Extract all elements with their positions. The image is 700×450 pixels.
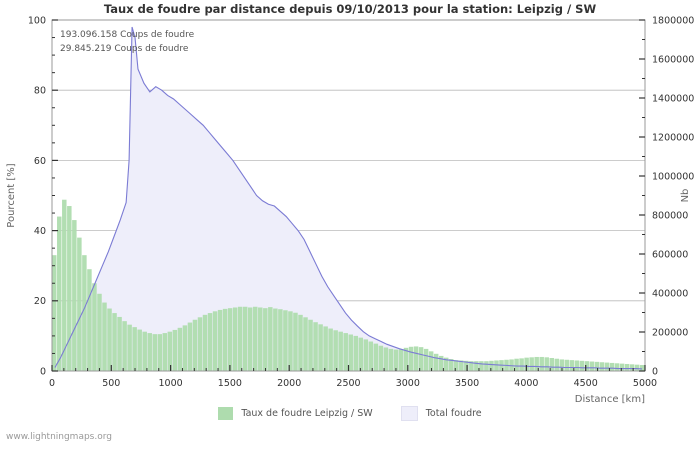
total-foudre-line: [54, 26, 643, 370]
x-tick-label: 4000: [514, 378, 538, 389]
chart-annotation: 29.845.219 Coups de foudre: [60, 44, 189, 54]
footer-url: www.lightningmaps.org: [6, 432, 112, 442]
y-axis-label: Pourcent [%]: [6, 163, 17, 228]
total-foudre-area: [52, 27, 645, 372]
y2-tick-label: 1400000: [652, 93, 694, 104]
y-tick-label: 20: [34, 296, 46, 307]
legend-item-total[interactable]: Total foudre: [400, 406, 482, 421]
x-axis-label: Distance [km]: [575, 394, 645, 405]
chart-title: Taux de foudre par distance depuis 09/10…: [103, 2, 597, 16]
legend-item-taux[interactable]: Taux de foudre Leipzig / SW: [218, 407, 373, 420]
x-tick-label: 5000: [633, 378, 657, 389]
x-tick-label: 1000: [159, 378, 183, 389]
legend-label-total: Total foudre: [425, 408, 482, 419]
x-tick-label: 4500: [574, 378, 598, 389]
x-tick-label: 500: [102, 378, 120, 389]
legend-swatch-taux: [218, 407, 234, 420]
y-tick-label: 80: [34, 86, 46, 97]
x-tick-label: 3500: [455, 378, 479, 389]
y-tick-label: 40: [34, 226, 46, 237]
y2-tick-label: 1600000: [652, 54, 694, 65]
x-tick-label: 2500: [336, 378, 360, 389]
y-tick-label: 0: [40, 366, 46, 377]
x-tick-label: 3000: [396, 378, 420, 389]
y2-tick-label: 1000000: [652, 171, 694, 182]
y2-tick-label: 400000: [652, 288, 688, 299]
y2-tick-label: 200000: [652, 327, 688, 338]
legend-label-taux: Taux de foudre Leipzig / SW: [241, 408, 373, 419]
legend-swatch-total: [400, 406, 418, 421]
y2-tick-label: 600000: [652, 249, 688, 260]
y2-axis-label: Nb: [680, 189, 691, 203]
y2-tick-label: 800000: [652, 210, 688, 221]
y2-tick-label: 0: [652, 366, 658, 377]
x-tick-label: 1500: [218, 378, 242, 389]
y2-tick-label: 1200000: [652, 132, 694, 143]
y-tick-label: 100: [28, 15, 46, 26]
x-tick-label: 2000: [277, 378, 301, 389]
chart-legend: Taux de foudre Leipzig / SW Total foudre: [0, 406, 700, 421]
chart-annotation: 193.096.158 Coups de foudre: [60, 30, 195, 40]
y-tick-label: 60: [34, 156, 46, 167]
x-tick-label: 0: [49, 378, 55, 389]
taux-de-foudre-bars: [52, 199, 645, 372]
y2-tick-label: 1800000: [652, 15, 694, 26]
